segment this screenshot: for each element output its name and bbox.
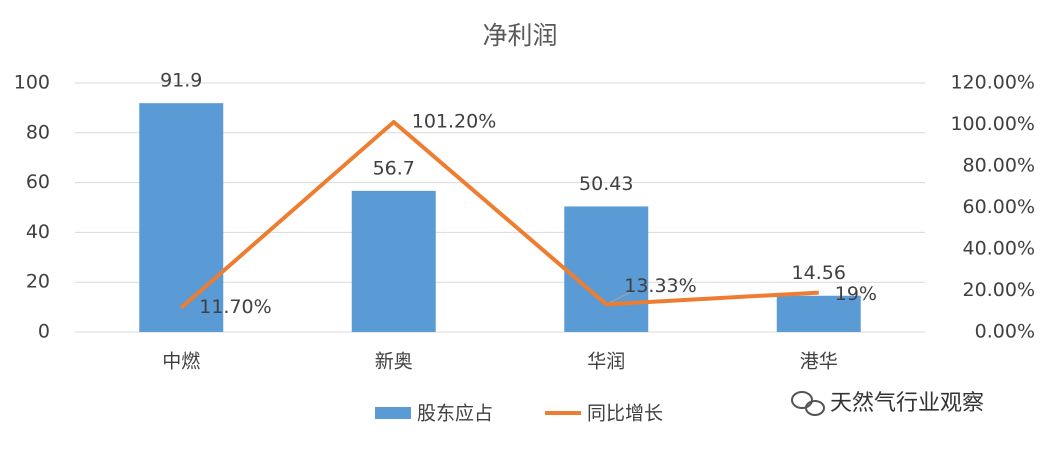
- x-tick-label: 港华: [800, 351, 838, 373]
- chart-title: 净利润: [482, 21, 557, 50]
- y-tick-label: 80: [26, 121, 50, 143]
- y-tick-label: 100: [14, 72, 50, 94]
- bar: [776, 295, 861, 332]
- line-value-label: 11.70%: [199, 296, 271, 318]
- line-value-label: 101.20%: [412, 111, 497, 133]
- y2-tick-label: 60.00%: [963, 196, 1035, 218]
- bar-value-label: 56.7: [373, 157, 415, 179]
- y2-tick-label: 100.00%: [950, 113, 1035, 135]
- bar-value-label: 50.43: [579, 173, 633, 195]
- y-tick-label: 40: [26, 221, 50, 243]
- watermark-icon: [791, 391, 825, 416]
- y-tick-label: 60: [26, 171, 50, 193]
- leader-line: [610, 291, 631, 303]
- y2-tick-label: 0.00%: [975, 321, 1035, 343]
- y2-tick-label: 20.00%: [963, 279, 1035, 301]
- bar: [139, 103, 224, 332]
- bar: [564, 206, 649, 332]
- line-value-label: 19%: [835, 283, 877, 305]
- y2-tick-label: 40.00%: [963, 238, 1035, 260]
- x-tick-label: 华润: [587, 351, 625, 373]
- y2-tick-label: 80.00%: [963, 155, 1035, 177]
- legend-swatch: [375, 407, 411, 419]
- line-value-label: 13.33%: [624, 275, 696, 297]
- legend-label: 同比增长: [587, 403, 663, 425]
- line: [179, 120, 819, 310]
- legend-label: 股东应占: [417, 403, 493, 425]
- y2-tick-label: 120.00%: [950, 72, 1035, 94]
- bar-value-label: 14.56: [792, 262, 846, 284]
- y-tick-label: 0: [38, 321, 50, 343]
- y-tick-label: 20: [26, 271, 50, 293]
- watermark: 天然气行业观察: [830, 391, 984, 416]
- x-tick-label: 中燃: [162, 351, 200, 373]
- bar-value-label: 91.9: [160, 70, 202, 92]
- bar: [351, 190, 436, 332]
- x-tick-label: 新奥: [375, 351, 413, 373]
